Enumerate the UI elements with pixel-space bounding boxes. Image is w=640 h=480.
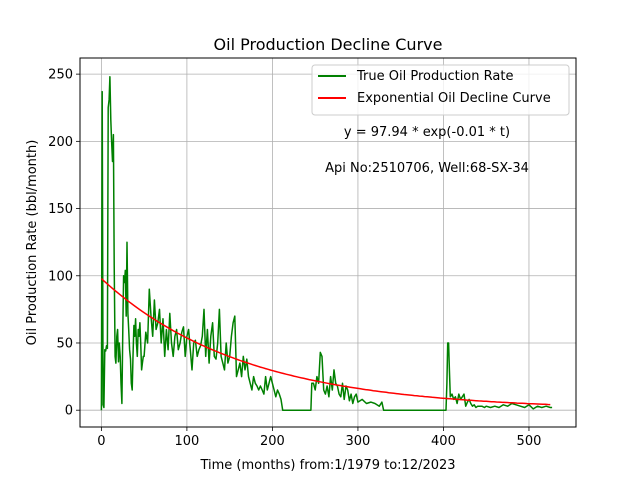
chart-title: Oil Production Decline Curve [214,35,443,54]
legend-label-true-rate: True Oil Production Rate [356,69,513,84]
y-tick-label: 250 [48,68,73,83]
y-tick-label: 0 [65,404,73,419]
legend: True Oil Production Rate Exponential Oil… [311,64,570,116]
x-tick-label: 300 [346,434,371,449]
x-tick-label: 200 [260,434,285,449]
legend-label-decline-curve: Exponential Oil Decline Curve [357,91,551,106]
y-axis-title: Oil Production Rate (bbl/month) [25,140,40,346]
well-info-annotation: Api No:2510706, Well:68-SX-34 [325,161,529,176]
legend-box [311,64,570,116]
x-tick-label: 500 [517,434,542,449]
x-tick-label: 0 [97,434,105,449]
grid-lines [80,58,576,427]
axis-ticks: 0 100 200 300 400 500 0 50 100 150 200 250 [48,68,541,449]
series-layer [100,76,553,411]
plot-frame [79,57,577,428]
y-tick-label: 150 [48,202,73,217]
x-tick-label: 400 [431,434,456,449]
fit-equation-annotation: y = 97.94 * exp(-0.01 * t) [344,125,510,140]
y-tick-label: 100 [48,269,73,284]
x-tick-label: 100 [174,434,199,449]
y-tick-label: 50 [56,336,73,351]
true-oil-production-line [100,76,553,411]
x-axis-title: Time (months) from:1/1979 to:12/2023 [199,458,455,473]
exponential-decline-curve-line [100,277,551,406]
y-tick-label: 200 [48,135,73,150]
